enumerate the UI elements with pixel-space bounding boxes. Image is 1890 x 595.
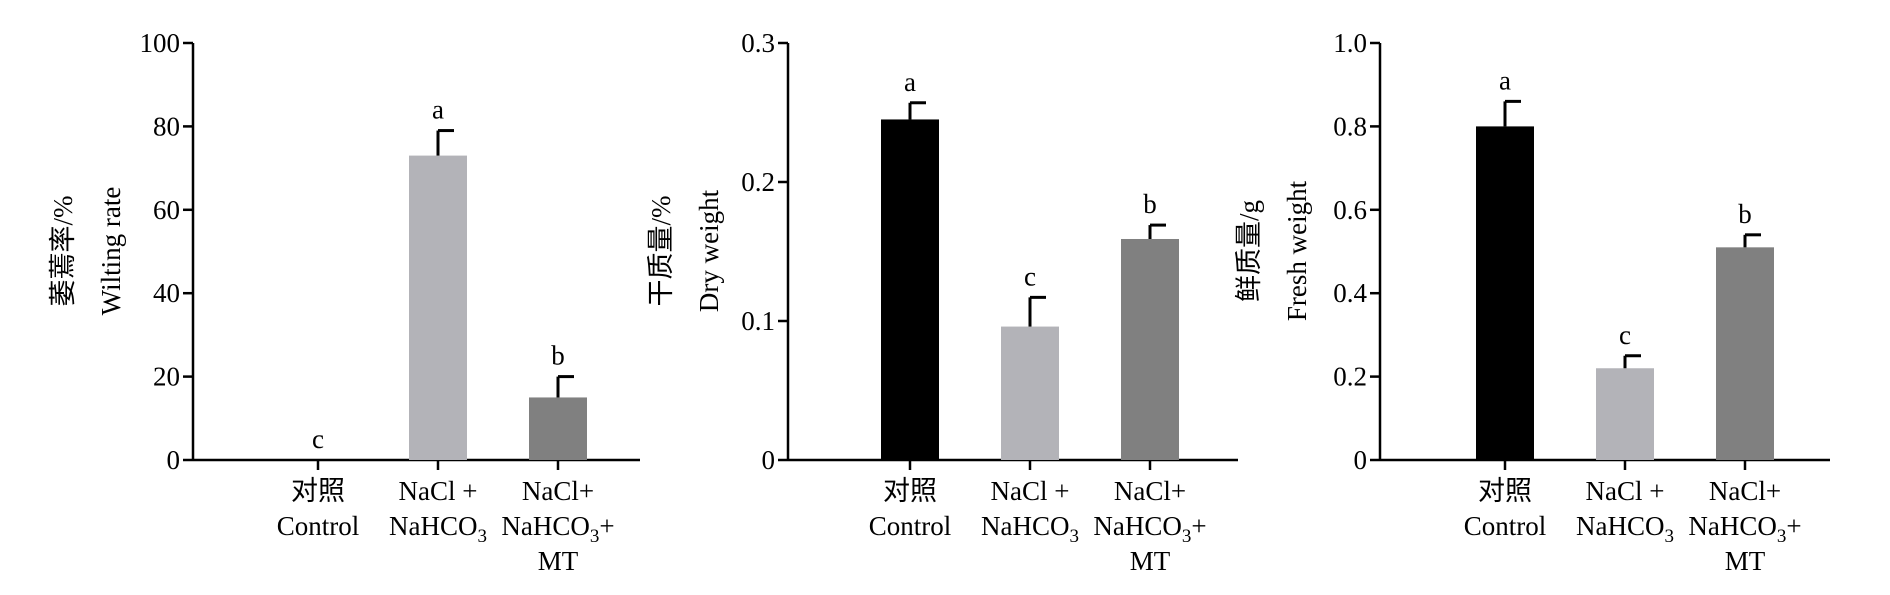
- y-tick-label: 0: [762, 445, 776, 475]
- y-axis-label-chinese: 鲜质量/g: [1234, 200, 1264, 302]
- y-tick-label: 1.0: [1333, 28, 1367, 58]
- category-label-line2: NaHCO3: [389, 511, 487, 547]
- y-axis-label-chinese: 萎蔫率/%: [48, 196, 78, 307]
- bar: [1476, 126, 1534, 461]
- y-tick-label: 40: [153, 278, 180, 308]
- significance-letter: c: [312, 424, 324, 454]
- category-label-line1: NaCl +: [399, 476, 478, 506]
- y-tick-label: 0.1: [741, 306, 775, 336]
- category-label-main: NaHCO: [981, 511, 1070, 541]
- category-label-main: NaHCO: [501, 511, 590, 541]
- bar: [1001, 326, 1059, 460]
- category-label-line3: MT: [1725, 546, 1766, 576]
- significance-letter: b: [1143, 189, 1157, 219]
- category-label-main: NaHCO: [1093, 511, 1182, 541]
- category-label-line2: NaHCO3: [981, 511, 1079, 547]
- category-label-line2: NaHCO3+: [501, 511, 614, 547]
- category-label-line1: NaCl +: [1586, 476, 1665, 506]
- bar: [409, 155, 467, 460]
- significance-letter: b: [1738, 199, 1752, 229]
- significance-letter: a: [904, 67, 916, 97]
- y-tick-label: 0.3: [741, 28, 775, 58]
- y-tick-label: 0.8: [1333, 111, 1367, 141]
- category-label-line1: NaCl+: [1709, 476, 1781, 506]
- bar: [529, 397, 587, 460]
- significance-letter: b: [551, 341, 565, 371]
- category-label-line1: NaCl+: [1114, 476, 1186, 506]
- category-label-line1: 对照: [883, 476, 937, 506]
- significance-letter: a: [432, 95, 444, 125]
- y-tick-label: 20: [153, 362, 180, 392]
- category-label-main: Control: [277, 511, 360, 541]
- category-label-subscript: 3: [1070, 526, 1080, 547]
- y-tick-label: 0: [167, 445, 181, 475]
- y-axis-label-chinese: 干质量/%: [646, 196, 676, 307]
- category-label-line2: NaHCO3: [1576, 511, 1674, 547]
- bar: [1716, 247, 1774, 460]
- category-label-line3: MT: [1130, 546, 1171, 576]
- category-label-subscript: 3: [1182, 526, 1192, 547]
- category-label-main: NaHCO: [1576, 511, 1665, 541]
- category-label-line2: Control: [277, 511, 360, 541]
- y-tick-label: 0.2: [741, 167, 775, 197]
- category-label-subscript: 3: [590, 526, 600, 547]
- bar: [881, 119, 939, 460]
- category-label-line2: NaHCO3+: [1093, 511, 1206, 547]
- y-tick-label: 100: [140, 28, 181, 58]
- y-axis-label-english: Fresh weight: [1282, 180, 1312, 321]
- category-label-line3: MT: [538, 546, 579, 576]
- category-label-subscript: 3: [1777, 526, 1787, 547]
- category-label-main: NaHCO: [389, 511, 478, 541]
- category-label-main: Control: [869, 511, 952, 541]
- category-label-main: Control: [1464, 511, 1547, 541]
- category-label-subscript: 3: [478, 526, 488, 547]
- bar: [1121, 238, 1179, 460]
- category-label-suffix: +: [1786, 511, 1801, 541]
- y-tick-label: 0.2: [1333, 362, 1367, 392]
- y-tick-label: 80: [153, 111, 180, 141]
- chart-panel-3: 0 0.2 0.4 0.6 0.8 1.0 鲜质量/g Fresh weight a c b 对照 Co…: [1234, 28, 1830, 576]
- category-label-line1: NaCl +: [991, 476, 1070, 506]
- category-label-subscript: 3: [1665, 526, 1675, 547]
- y-axis-label-english: Dry weight: [694, 189, 724, 312]
- significance-letter: a: [1499, 65, 1511, 95]
- category-label-main: NaHCO: [1688, 511, 1777, 541]
- category-label-line1: 对照: [1478, 476, 1532, 506]
- category-label-line2: Control: [1464, 511, 1547, 541]
- category-label-line1: NaCl+: [522, 476, 594, 506]
- significance-letter: c: [1619, 320, 1631, 350]
- chart-panel-1: 0 20 40 60 80 100 萎蔫率/% Wilting rate c a b 对照 Contro…: [48, 28, 640, 576]
- y-tick-label: 0.6: [1333, 195, 1367, 225]
- category-label-suffix: +: [599, 511, 614, 541]
- y-axis-label-english: Wilting rate: [96, 187, 126, 316]
- y-tick-label: 0.4: [1333, 278, 1367, 308]
- category-label-line1: 对照: [291, 476, 345, 506]
- y-tick-label: 0: [1354, 445, 1368, 475]
- category-label-suffix: +: [1191, 511, 1206, 541]
- category-label-line2: Control: [869, 511, 952, 541]
- bar: [1596, 368, 1654, 460]
- category-label-line2: NaHCO3+: [1688, 511, 1801, 547]
- chart-panel-2: 0 0.1 0.2 0.3 干质量/% Dry weight a c b 对照 Control NaC…: [646, 28, 1238, 576]
- significance-letter: c: [1024, 261, 1036, 291]
- y-tick-label: 60: [153, 195, 180, 225]
